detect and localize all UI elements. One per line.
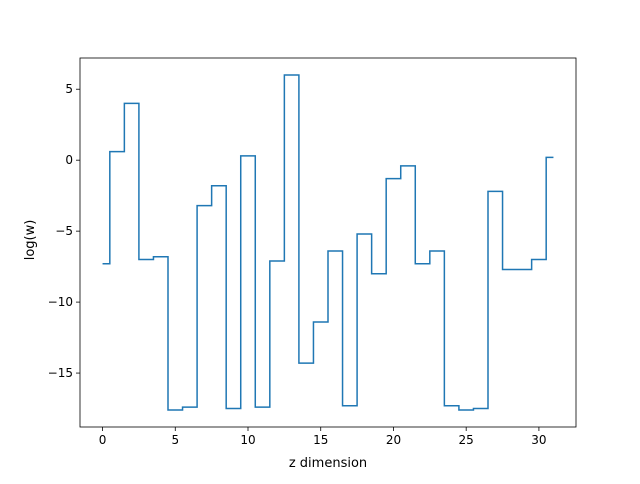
- y-tick-label: −10: [48, 295, 73, 309]
- x-tick-label: 25: [459, 433, 474, 447]
- plot-area: 0 5 10 15 20 25 30 −15 −10 −5 0 5: [48, 57, 577, 447]
- x-tick-label: 10: [240, 433, 255, 447]
- x-tick-label: 15: [313, 433, 328, 447]
- x-tick-label: 0: [99, 433, 107, 447]
- y-tick-label: −15: [48, 366, 73, 380]
- y-tick-label: −5: [55, 224, 73, 238]
- y-axis-label: log(w): [23, 220, 38, 261]
- x-tick-label: 5: [171, 433, 179, 447]
- y-tick-label: 0: [65, 153, 73, 167]
- x-tick-label: 20: [386, 433, 401, 447]
- series-line-0: [102, 74, 554, 411]
- x-tick-label: 30: [531, 433, 546, 447]
- x-axis-label: z dimension: [289, 456, 367, 471]
- y-tick-label: 5: [65, 82, 73, 96]
- axes-frame: [79, 57, 577, 428]
